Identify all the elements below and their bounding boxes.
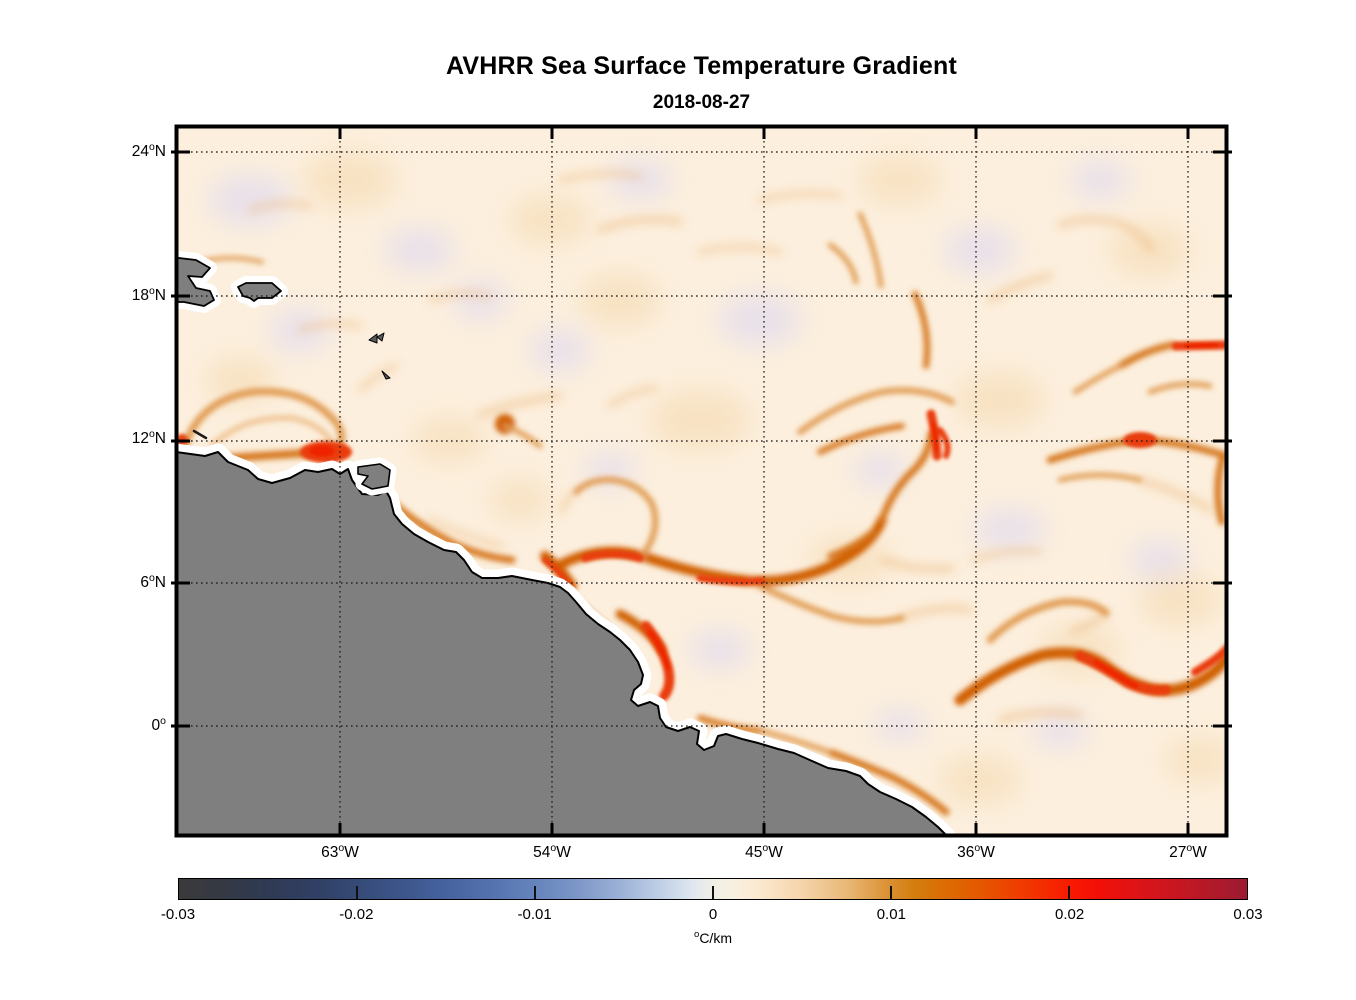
colorbar-tick-label: 0.02 (1055, 906, 1085, 923)
land-mass (176, 250, 956, 836)
colorbar-tick-label: 0 (708, 906, 718, 923)
colorbar-tick (889, 886, 892, 899)
page-subtitle: 2018-08-27 (652, 92, 751, 113)
page-title: AVHRR Sea Surface Temperature Gradient (446, 52, 957, 80)
y-tick-label: 18oN (131, 284, 166, 304)
degree-superscript: o (1186, 842, 1193, 854)
ocean-mottling (206, 152, 1227, 804)
degree-superscript: o (148, 141, 155, 153)
island-trinidad (357, 463, 391, 490)
x-tick-label: 36oW (957, 842, 995, 861)
y-tick-label: 24oN (131, 141, 166, 160)
degree-superscript: o (694, 929, 700, 940)
colorbar-tick (355, 886, 358, 899)
colorbar-tick-label: -0.02 (339, 906, 374, 923)
y-tick-label: 12oN (131, 428, 166, 448)
colorbar-tick-label: -0.01 (517, 906, 552, 923)
gradient-filaments (176, 171, 1227, 816)
coastline (176, 451, 948, 836)
axis-ticks (171, 126, 1232, 836)
degree-superscript: o (762, 842, 769, 854)
degree-superscript: o (148, 428, 155, 441)
x-tick-label: 45oW (745, 842, 783, 861)
degree-superscript: o (338, 842, 345, 854)
colorbar-tick-label: 0.03 (1233, 906, 1263, 923)
x-tick-label: 27oW (1169, 842, 1207, 861)
island-lesser-antilles (368, 332, 391, 380)
axis-frame (171, 124, 1232, 838)
colorbar-tick (1068, 886, 1070, 899)
x-tick-label: 63oW (321, 842, 359, 861)
colorbar-tick-label: 0.01 (876, 906, 906, 923)
degree-superscript: o (550, 842, 557, 854)
y-tick-label: 0o (151, 715, 166, 735)
island-puerto-rico (237, 282, 282, 302)
colorbar-tick (712, 886, 714, 899)
degree-superscript: o (160, 715, 166, 728)
grid-lines (176, 126, 1227, 836)
colorbar-gradient (178, 878, 1248, 900)
colorbar-unit-label: oC/km (694, 929, 732, 946)
degree-superscript: o (148, 284, 155, 297)
island-hispaniola (176, 256, 215, 307)
island-curacao (192, 429, 208, 440)
y-tick-label: 6oN (140, 571, 166, 591)
x-tick-label: 54oW (533, 842, 571, 861)
colorbar-tick-label: -0.03 (160, 906, 196, 923)
degree-superscript: o (974, 842, 981, 854)
colorbar-tick (533, 886, 536, 899)
degree-superscript: o (148, 571, 155, 584)
